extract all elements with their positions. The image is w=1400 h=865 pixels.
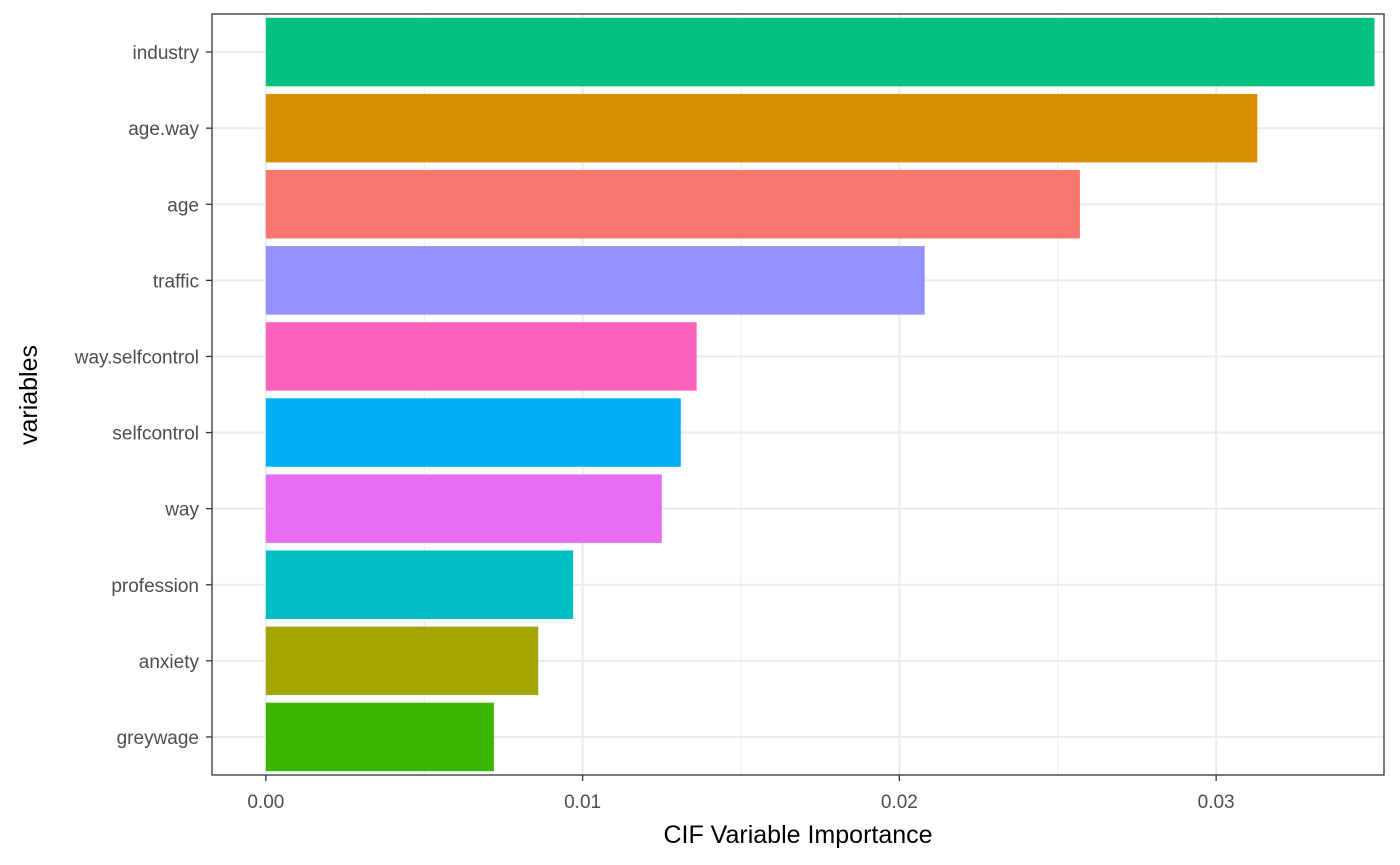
y-axis: industry age.way age traffic way.selfcontrol… xyxy=(74,43,212,749)
y-tick-label: industry xyxy=(132,43,199,64)
y-tick-label: way.selfcontrol xyxy=(74,347,199,368)
bar-selfcontrol xyxy=(265,398,681,467)
y-tick-label: profession xyxy=(111,576,199,597)
bar-age xyxy=(265,170,1080,239)
bar-profession xyxy=(265,550,574,619)
bar-way-selfcontrol xyxy=(265,322,697,391)
x-axis-title: CIF Variable Importance xyxy=(663,821,932,849)
bar-greywage xyxy=(265,702,494,772)
x-tick-label: 0.02 xyxy=(881,792,918,813)
bars xyxy=(265,17,1375,772)
y-tick-label: traffic xyxy=(153,271,199,292)
y-tick-label: age.way xyxy=(128,119,199,140)
y-axis-title: variables xyxy=(15,345,43,445)
x-tick-label: 0.03 xyxy=(1198,792,1235,813)
y-tick-label: age xyxy=(167,195,199,216)
bar-way xyxy=(265,474,662,543)
x-tick-label: 0.01 xyxy=(564,792,601,813)
y-tick-label: selfcontrol xyxy=(112,424,199,445)
bar-traffic xyxy=(265,246,925,315)
panel-border xyxy=(211,13,1385,776)
x-tick-label: 0.00 xyxy=(247,792,284,813)
bar-anxiety xyxy=(265,626,539,696)
y-tick-label: anxiety xyxy=(139,652,200,673)
x-axis: 0.00 0.01 0.02 0.03 xyxy=(247,775,1235,813)
bar-industry xyxy=(265,17,1375,87)
bar-age-way xyxy=(265,93,1258,163)
y-tick-label: way xyxy=(164,500,199,521)
y-tick-label: greywage xyxy=(117,728,199,749)
